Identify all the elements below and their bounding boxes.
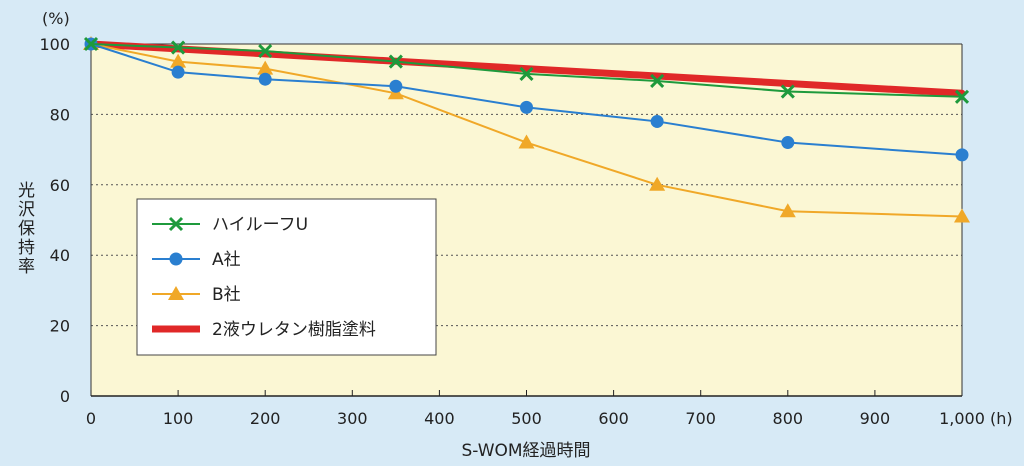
legend-items: ハイルーフU A社 B社 2液ウレタン樹脂塗料 xyxy=(152,215,376,340)
data-point xyxy=(170,53,187,68)
data-point xyxy=(650,114,664,128)
x-tick-label: 300 xyxy=(337,409,368,428)
x-tick-label: 600 xyxy=(598,409,629,428)
marker-stroke xyxy=(83,36,99,52)
data-point xyxy=(650,73,665,89)
data-point xyxy=(520,100,533,114)
data-point xyxy=(955,148,969,162)
data-point xyxy=(954,208,970,223)
data-point xyxy=(83,36,99,52)
data-point xyxy=(388,54,403,69)
marker-stroke xyxy=(388,54,403,69)
y-unit-label: (%) xyxy=(42,9,70,28)
y-tick-label: 40 xyxy=(50,246,70,265)
legend-marker xyxy=(168,286,184,300)
legend-label: A社 xyxy=(212,250,241,270)
marker-stroke xyxy=(650,73,665,89)
y-tick-label: 60 xyxy=(50,176,70,195)
legend-item: B社 xyxy=(152,285,241,305)
data-point xyxy=(258,43,273,59)
x-tick-label: 700 xyxy=(685,409,716,428)
legend: ハイルーフU A社 B社 2液ウレタン樹脂塗料 xyxy=(136,198,437,356)
marker-stroke xyxy=(519,66,534,81)
x-unit-label: (h) xyxy=(990,409,1013,428)
data-point xyxy=(171,40,186,55)
data-point xyxy=(258,72,272,86)
x-tick-label: 400 xyxy=(424,409,455,428)
data-point xyxy=(954,89,970,104)
x-tick-label: 800 xyxy=(773,409,804,428)
data-point xyxy=(781,136,795,150)
legend-marker xyxy=(169,252,183,266)
x-tick-label: 100 xyxy=(163,409,194,428)
series-line xyxy=(90,43,963,98)
legend-label: ハイルーフU xyxy=(212,215,308,235)
series-line xyxy=(90,43,963,218)
data-point xyxy=(649,176,666,191)
data-point xyxy=(518,134,535,149)
legend-label: 2液ウレタン樹脂塗料 xyxy=(212,319,376,340)
marker-stroke xyxy=(168,216,184,232)
marker-stroke xyxy=(780,84,795,99)
series-4 xyxy=(87,40,966,97)
legend-item: A社 xyxy=(152,250,241,270)
data-point xyxy=(171,65,185,79)
x-axis-label: S-WOM経過時間 xyxy=(461,441,590,461)
x-tick-label: 900 xyxy=(860,409,891,428)
marker-stroke xyxy=(171,40,186,55)
data-point xyxy=(519,66,534,81)
series-line xyxy=(87,40,966,97)
y-axis-label: 光沢保持率 xyxy=(18,181,35,277)
data-point xyxy=(257,60,274,75)
y-tick-label: 0 xyxy=(60,387,70,406)
legend-label: B社 xyxy=(212,285,241,305)
series-1 xyxy=(83,36,970,104)
legend-item: ハイルーフU xyxy=(152,215,308,235)
y-tick-label: 20 xyxy=(50,317,70,336)
x-tick-label: 1,000 xyxy=(939,409,985,428)
series-layer xyxy=(83,36,970,223)
data-point xyxy=(779,203,796,218)
data-point xyxy=(780,84,795,99)
marker-stroke xyxy=(258,43,273,59)
marker-stroke xyxy=(954,89,970,104)
legend-marker xyxy=(168,216,184,232)
series-line xyxy=(90,43,963,156)
y-tick-label: 80 xyxy=(50,105,70,124)
x-tick-label: 0 xyxy=(86,409,96,428)
y-tick-label: 100 xyxy=(39,35,70,54)
x-tick-label: 500 xyxy=(511,409,542,428)
data-point xyxy=(389,79,403,93)
legend-item: 2液ウレタン樹脂塗料 xyxy=(152,319,376,340)
tick-layer: 0 20 40 60 80 100 0 100 200 300 400 500 600 700 800 900… xyxy=(39,35,984,428)
x-tick-label: 200 xyxy=(250,409,281,428)
